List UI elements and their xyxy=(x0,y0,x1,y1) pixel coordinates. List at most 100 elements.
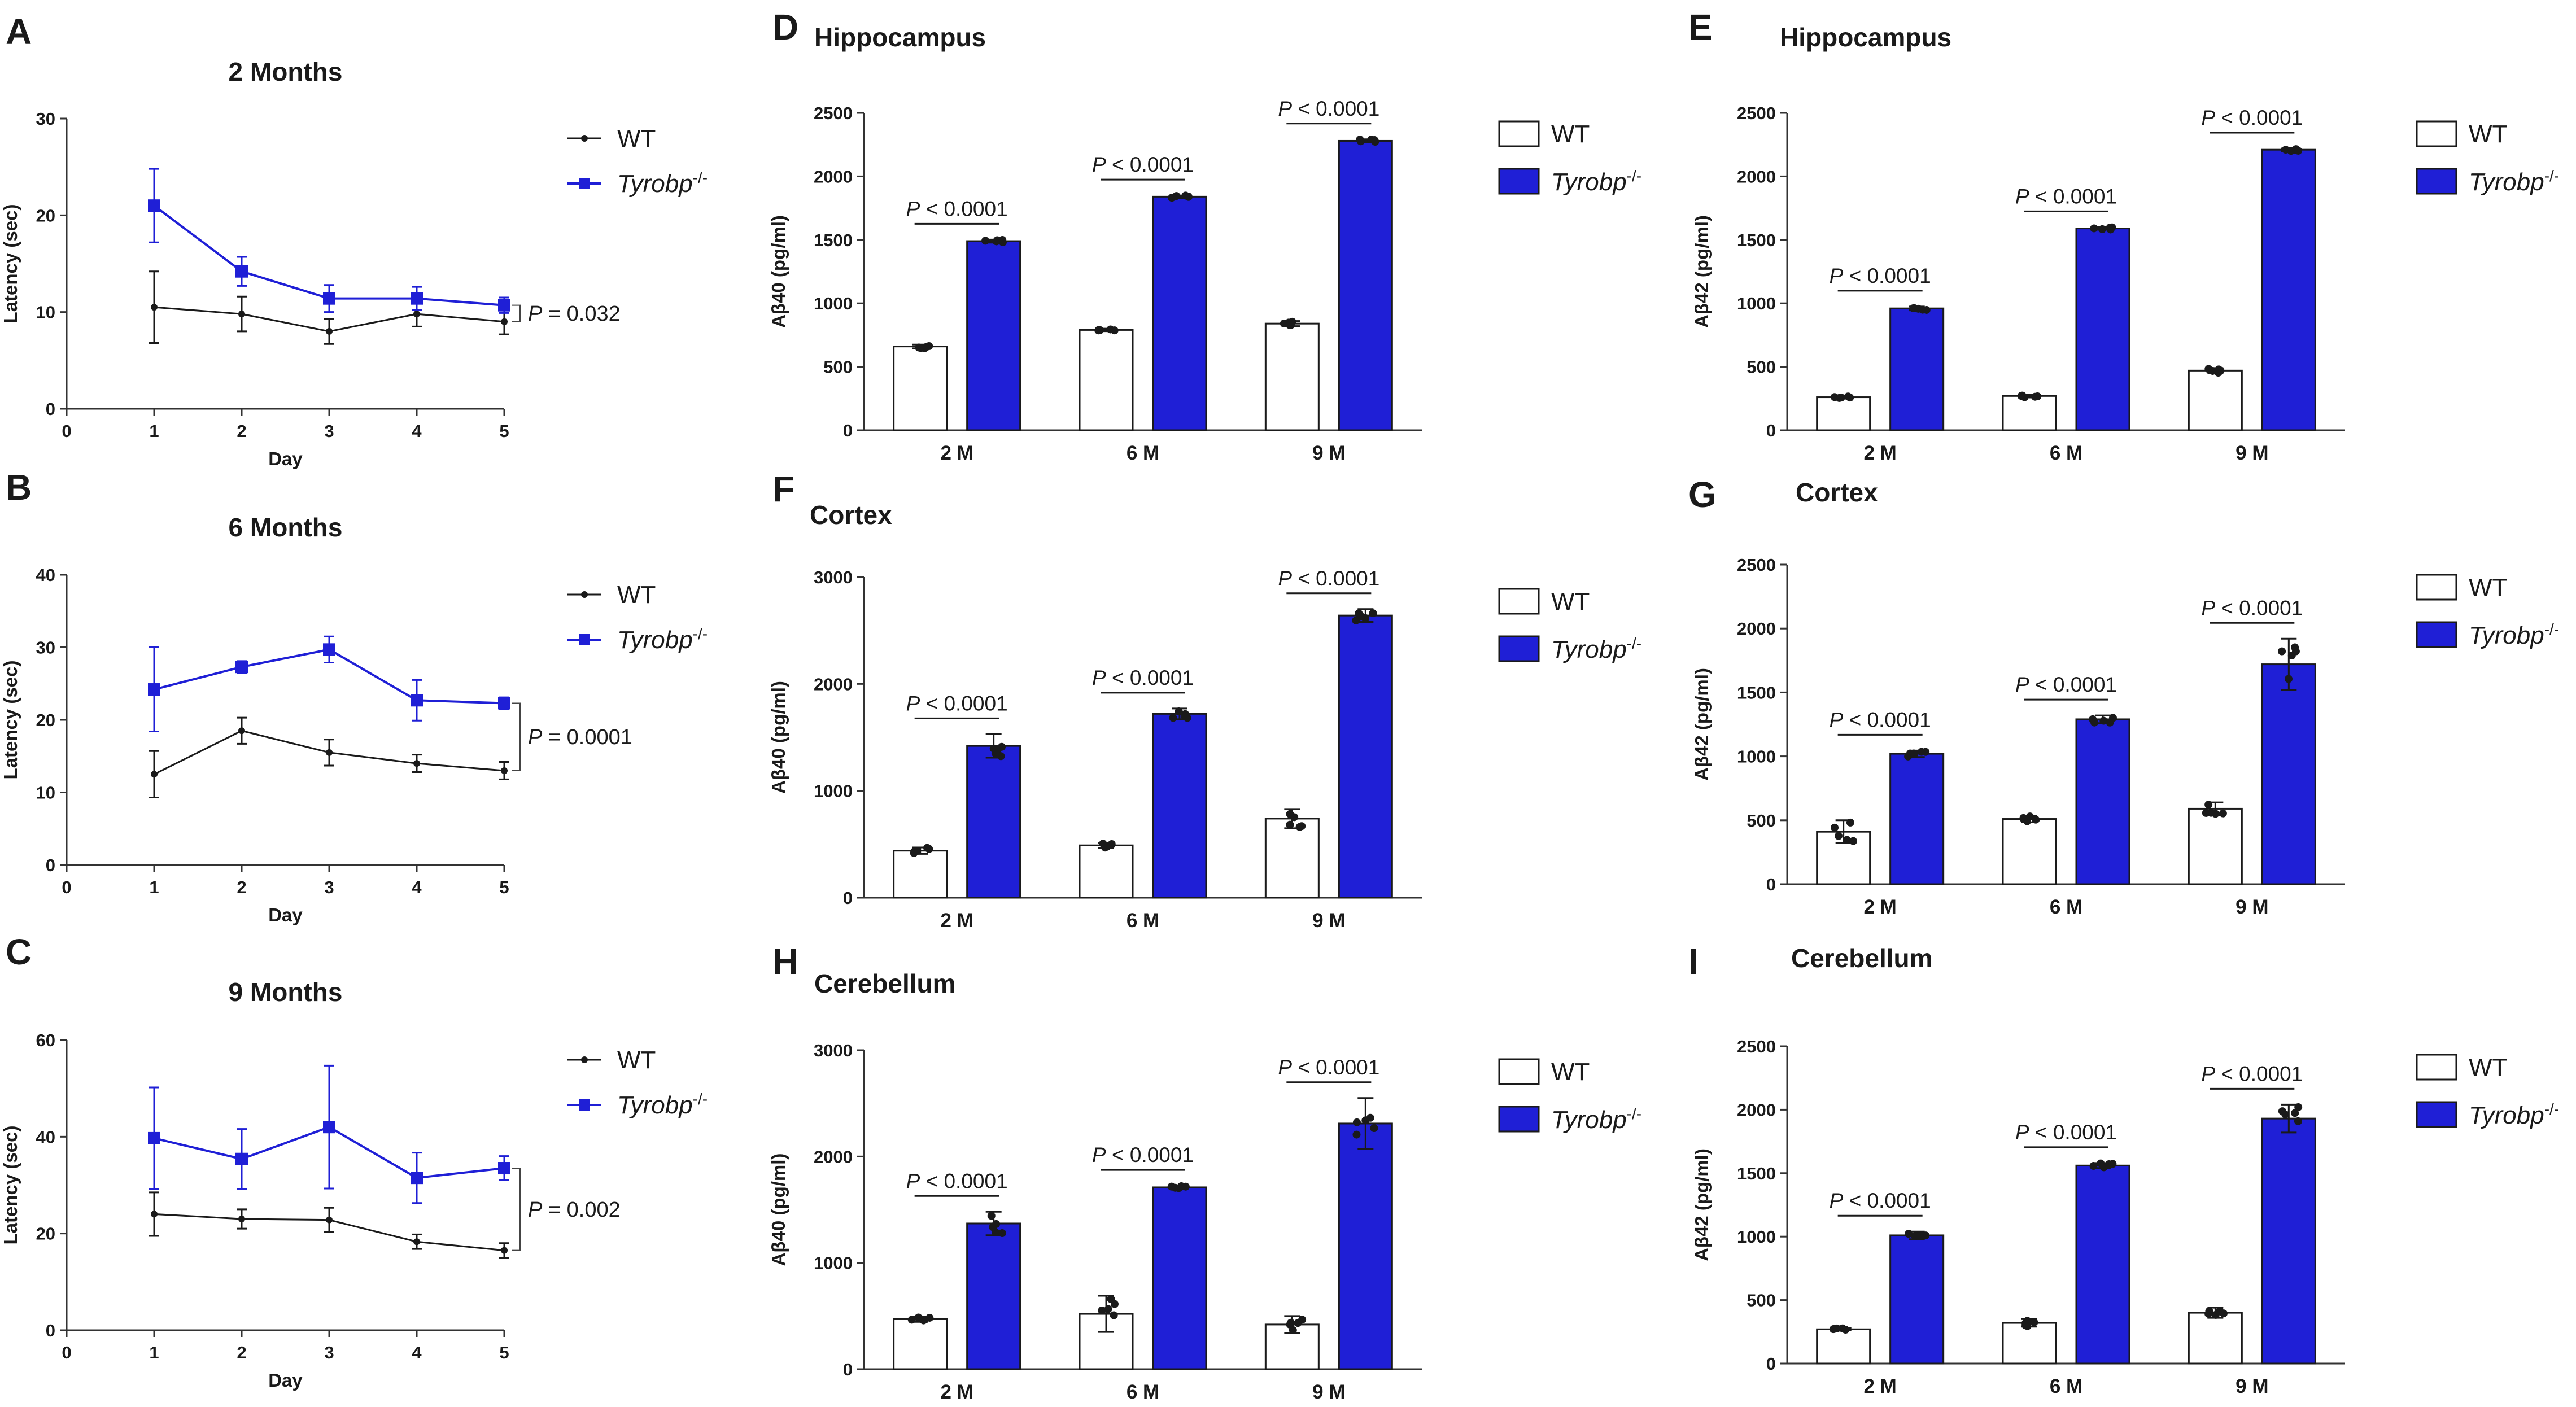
significance-label: P < 0.0001 xyxy=(1830,708,1931,731)
legend-label-tyrobp: Tyrobp-/- xyxy=(617,625,708,654)
y-axis-label: Latency (sec) xyxy=(0,661,21,780)
legend: WT Tyrobp-/- xyxy=(567,581,708,654)
y-axis-label: Aβ40 (pg/ml) xyxy=(768,681,789,794)
category-label: 9 M xyxy=(2236,442,2268,464)
panel-letter: F xyxy=(772,469,794,509)
replicate-dot xyxy=(1905,1230,1913,1238)
replicate-dot xyxy=(915,343,923,352)
replicate-dot xyxy=(1295,823,1304,831)
x-tick-label: 3 xyxy=(324,1343,334,1362)
legend-marker-tyrobp xyxy=(579,1099,590,1111)
legend-swatch-wt xyxy=(1498,588,1540,615)
legend-label-tyrobp: Tyrobp-/- xyxy=(1551,167,1641,196)
y-tick-label: 1000 xyxy=(814,294,853,313)
replicate-dot xyxy=(2216,366,2225,375)
category-label: 6 M xyxy=(1127,910,1159,932)
x-tick-label: 5 xyxy=(499,421,509,441)
x-axis-label: Day xyxy=(268,904,303,925)
data-point xyxy=(151,1211,158,1218)
legend-swatch-tyrobp xyxy=(1498,635,1540,662)
replicate-dot xyxy=(1370,1124,1378,1133)
x-tick-label: 4 xyxy=(412,421,422,441)
bar-tyrobp xyxy=(1889,753,1945,885)
data-point xyxy=(238,727,245,735)
panel-I: I Cerebellum 0 500 1000 1500 2000 2500 Aβ42 (pg/… xyxy=(1688,941,2559,1397)
bar-tyrobp xyxy=(966,1222,1021,1370)
data-point xyxy=(151,304,158,311)
replicate-dot xyxy=(2108,1160,2117,1168)
replicate-dot xyxy=(1356,612,1365,621)
replicate-dot xyxy=(2287,147,2295,155)
replicate-dot xyxy=(1918,305,1927,314)
bar-tyrobp xyxy=(966,240,1021,431)
y-tick-label: 3000 xyxy=(814,567,853,587)
replicate-dot xyxy=(992,237,1001,246)
replicate-dot xyxy=(2219,809,2227,818)
replicate-dot xyxy=(1101,844,1110,852)
data-point xyxy=(326,1216,333,1224)
data-point xyxy=(238,311,245,318)
panel-title: 2 Months xyxy=(229,57,343,86)
legend: WT Tyrobp-/- xyxy=(2416,1054,2559,1129)
significance-label: P < 0.0001 xyxy=(906,197,1008,220)
replicate-dot xyxy=(2211,810,2220,818)
data-point xyxy=(411,292,423,305)
replicate-dot xyxy=(2294,1117,2302,1125)
y-tick-label: 1500 xyxy=(1737,683,1776,702)
legend-label-wt: WT xyxy=(2469,574,2507,601)
y-tick-label: 60 xyxy=(36,1030,55,1050)
legend-label-wt: WT xyxy=(1551,1058,1590,1086)
x-tick-label: 2 xyxy=(237,421,246,441)
bar-wt xyxy=(2002,1322,2057,1365)
bar-wt xyxy=(893,850,948,899)
replicate-dot xyxy=(1833,1324,1841,1332)
series-tyrobp xyxy=(148,635,510,733)
y-tick-label: 1500 xyxy=(1737,230,1776,250)
data-point xyxy=(411,694,423,707)
replicate-dot xyxy=(1181,1182,1190,1191)
replicate-dot xyxy=(1834,832,1843,840)
panel-E: E Hippocampus 0 500 1000 1500 2000 2500 Aβ42 (pg… xyxy=(1688,7,2559,464)
x-tick-label: 1 xyxy=(149,1343,159,1362)
legend: WT Tyrobp-/- xyxy=(2416,574,2559,649)
replicate-dot xyxy=(989,744,998,753)
panel-F: F Cortex 0 1000 2000 3000 Aβ40 (pg/ml) 2 M P < 0… xyxy=(768,469,1641,932)
legend: WT Tyrobp-/- xyxy=(567,1046,708,1119)
y-axis-label: Aβ42 (pg/ml) xyxy=(1691,215,1712,328)
data-point xyxy=(323,1121,335,1134)
y-tick-label: 1500 xyxy=(814,230,853,250)
y-axis-label: Aβ42 (pg/ml) xyxy=(1691,668,1712,781)
replicate-dot xyxy=(997,752,1005,761)
bar-tyrobp xyxy=(1152,195,1207,431)
legend-marker-wt xyxy=(581,135,588,142)
y-axis-label: Aβ42 (pg/ml) xyxy=(1691,1148,1712,1261)
bar-tyrobp xyxy=(1338,139,1393,431)
bar-tyrobp xyxy=(1889,1234,1945,1365)
y-axis-label: Latency (sec) xyxy=(0,204,21,324)
legend-label-wt: WT xyxy=(2469,120,2507,148)
y-tick-label: 40 xyxy=(36,565,55,585)
y-tick-label: 0 xyxy=(843,421,853,440)
replicate-dot xyxy=(2294,1103,2303,1111)
y-tick-label: 2000 xyxy=(814,167,853,186)
legend-label-tyrobp: Tyrobp-/- xyxy=(2469,1100,2559,1129)
replicate-dot xyxy=(2030,1318,2038,1326)
legend: WT Tyrobp-/- xyxy=(1498,1058,1641,1134)
legend-label-wt: WT xyxy=(1551,120,1590,148)
replicate-dot xyxy=(1169,714,1177,722)
y-tick-label: 500 xyxy=(823,357,853,377)
replicate-dot xyxy=(1849,837,1858,845)
x-tick-label: 0 xyxy=(62,877,71,897)
significance-bracket xyxy=(512,1168,521,1251)
replicate-dot xyxy=(1110,1311,1118,1319)
replicate-dot xyxy=(2097,1159,2105,1168)
data-point xyxy=(501,1247,508,1254)
y-tick-label: 20 xyxy=(36,1224,55,1244)
x-tick-label: 1 xyxy=(149,421,159,441)
legend-swatch-wt xyxy=(1498,120,1540,147)
replicate-dot xyxy=(925,1313,934,1322)
legend-label-wt: WT xyxy=(617,1046,656,1074)
category-label: 9 M xyxy=(2236,896,2268,918)
data-point xyxy=(498,1162,510,1175)
replicate-dot xyxy=(1286,810,1294,818)
